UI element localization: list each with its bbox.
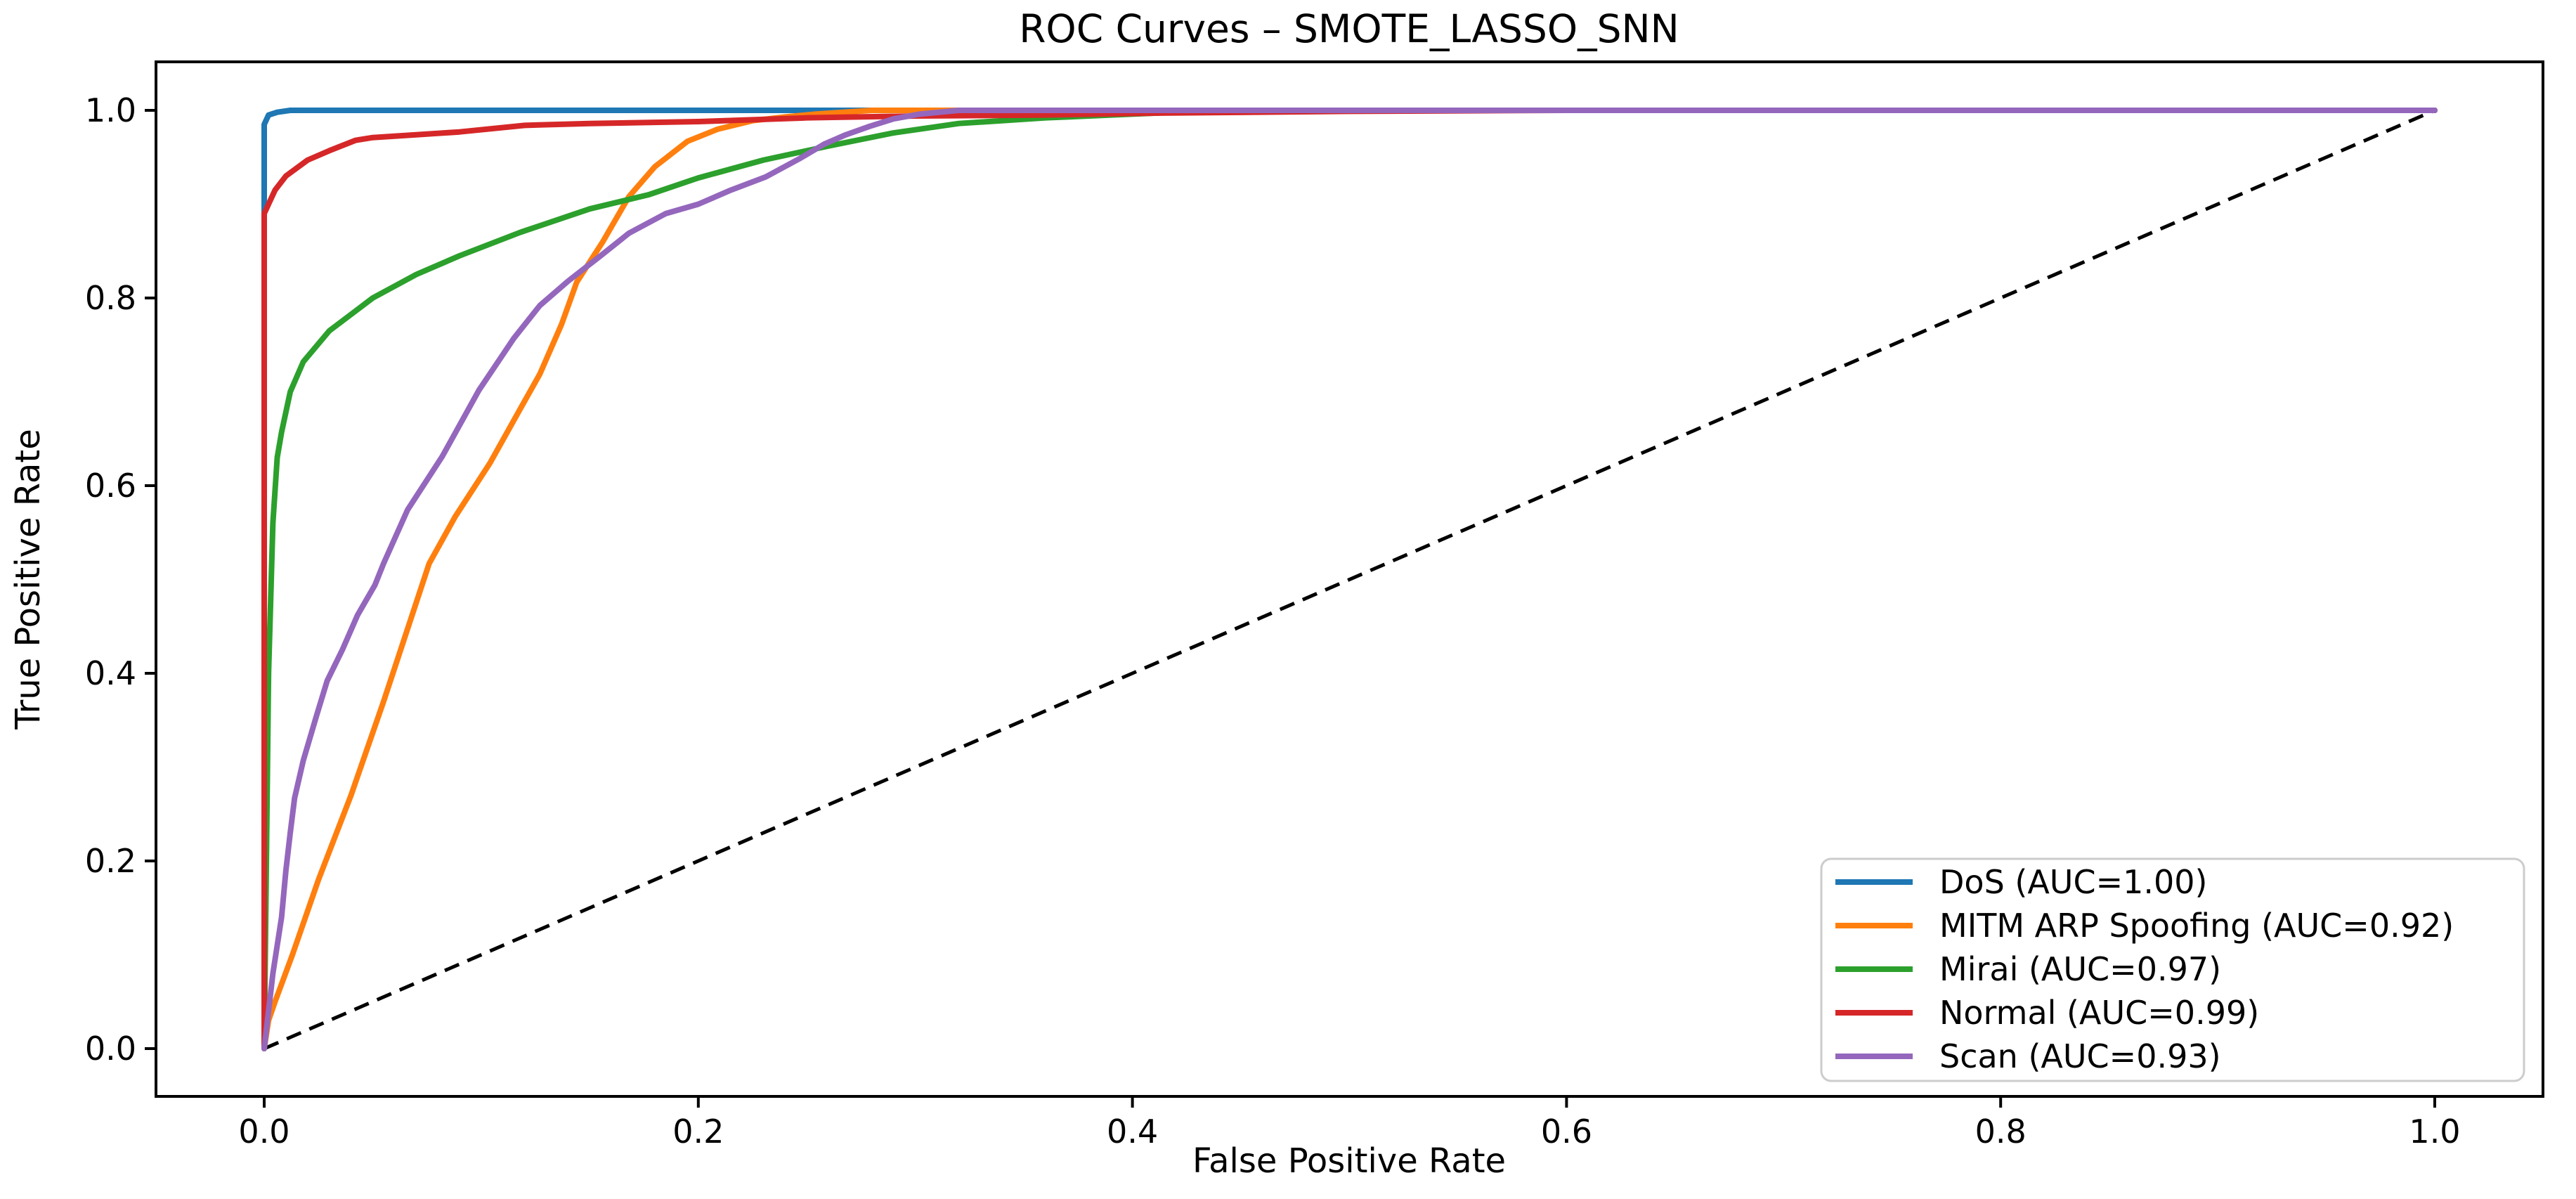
- legend-box-group: DoS (AUC=1.00) MITM ARP Spoofing (AUC=0.9…: [1820, 857, 2525, 1082]
- x-tick-label: 1.0: [2409, 1113, 2460, 1151]
- y-tick-label: 0.2: [85, 842, 136, 880]
- x-tick-label: 0.4: [1107, 1113, 1158, 1151]
- legend-label: Mirai (AUC=0.97): [1939, 950, 2221, 988]
- legend-box: [1820, 857, 2525, 1082]
- legend-entry: DoS (AUC=1.00): [1835, 863, 2208, 901]
- legend-entry: MITM ARP Spoofing (AUC=0.92): [1835, 907, 2454, 945]
- x-tick-label: 0.6: [1541, 1113, 1592, 1151]
- x-tick-label: 0.8: [1975, 1113, 2027, 1151]
- legend-entry: Normal (AUC=0.99): [1835, 994, 2259, 1032]
- y-axis-label: True Positive Rate: [8, 429, 48, 730]
- roc-curves-group: [261, 108, 2438, 1051]
- y-tick-label: 0.6: [85, 467, 136, 505]
- legend-entry: Scan (AUC=0.93): [1835, 1037, 2221, 1075]
- legend-label: MITM ARP Spoofing (AUC=0.92): [1939, 907, 2454, 945]
- chance-diagonal-group: [264, 108, 2435, 1051]
- legend-entry: Mirai (AUC=0.97): [1835, 950, 2221, 988]
- roc-curve-mirai: [261, 108, 2438, 1051]
- axis-ticks: 0.0 0.2 0.4 0.6 0.8 1.0 0.0 0.2 0.4 0.6 0.8 1.0: [85, 91, 2461, 1151]
- chart-title: ROC Curves – SMOTE_LASSO_SNN: [1019, 6, 1679, 51]
- x-tick-label: 0.0: [238, 1113, 290, 1151]
- legend-label: Normal (AUC=0.99): [1939, 994, 2259, 1032]
- legend-label: DoS (AUC=1.00): [1939, 863, 2208, 901]
- chance-diagonal-line: [264, 108, 2435, 1051]
- x-axis-label: False Positive Rate: [1192, 1141, 1506, 1181]
- y-tick-label: 0.4: [85, 654, 136, 692]
- legend-label: Scan (AUC=0.93): [1939, 1037, 2221, 1075]
- y-tick-label: 0.8: [85, 279, 136, 317]
- x-tick-label: 0.2: [672, 1113, 724, 1151]
- y-tick-label: 0.0: [85, 1030, 136, 1068]
- roc-curve-normal: [261, 108, 2438, 1051]
- y-tick-label: 1.0: [85, 91, 136, 129]
- roc-curve-scan: [261, 108, 2438, 1051]
